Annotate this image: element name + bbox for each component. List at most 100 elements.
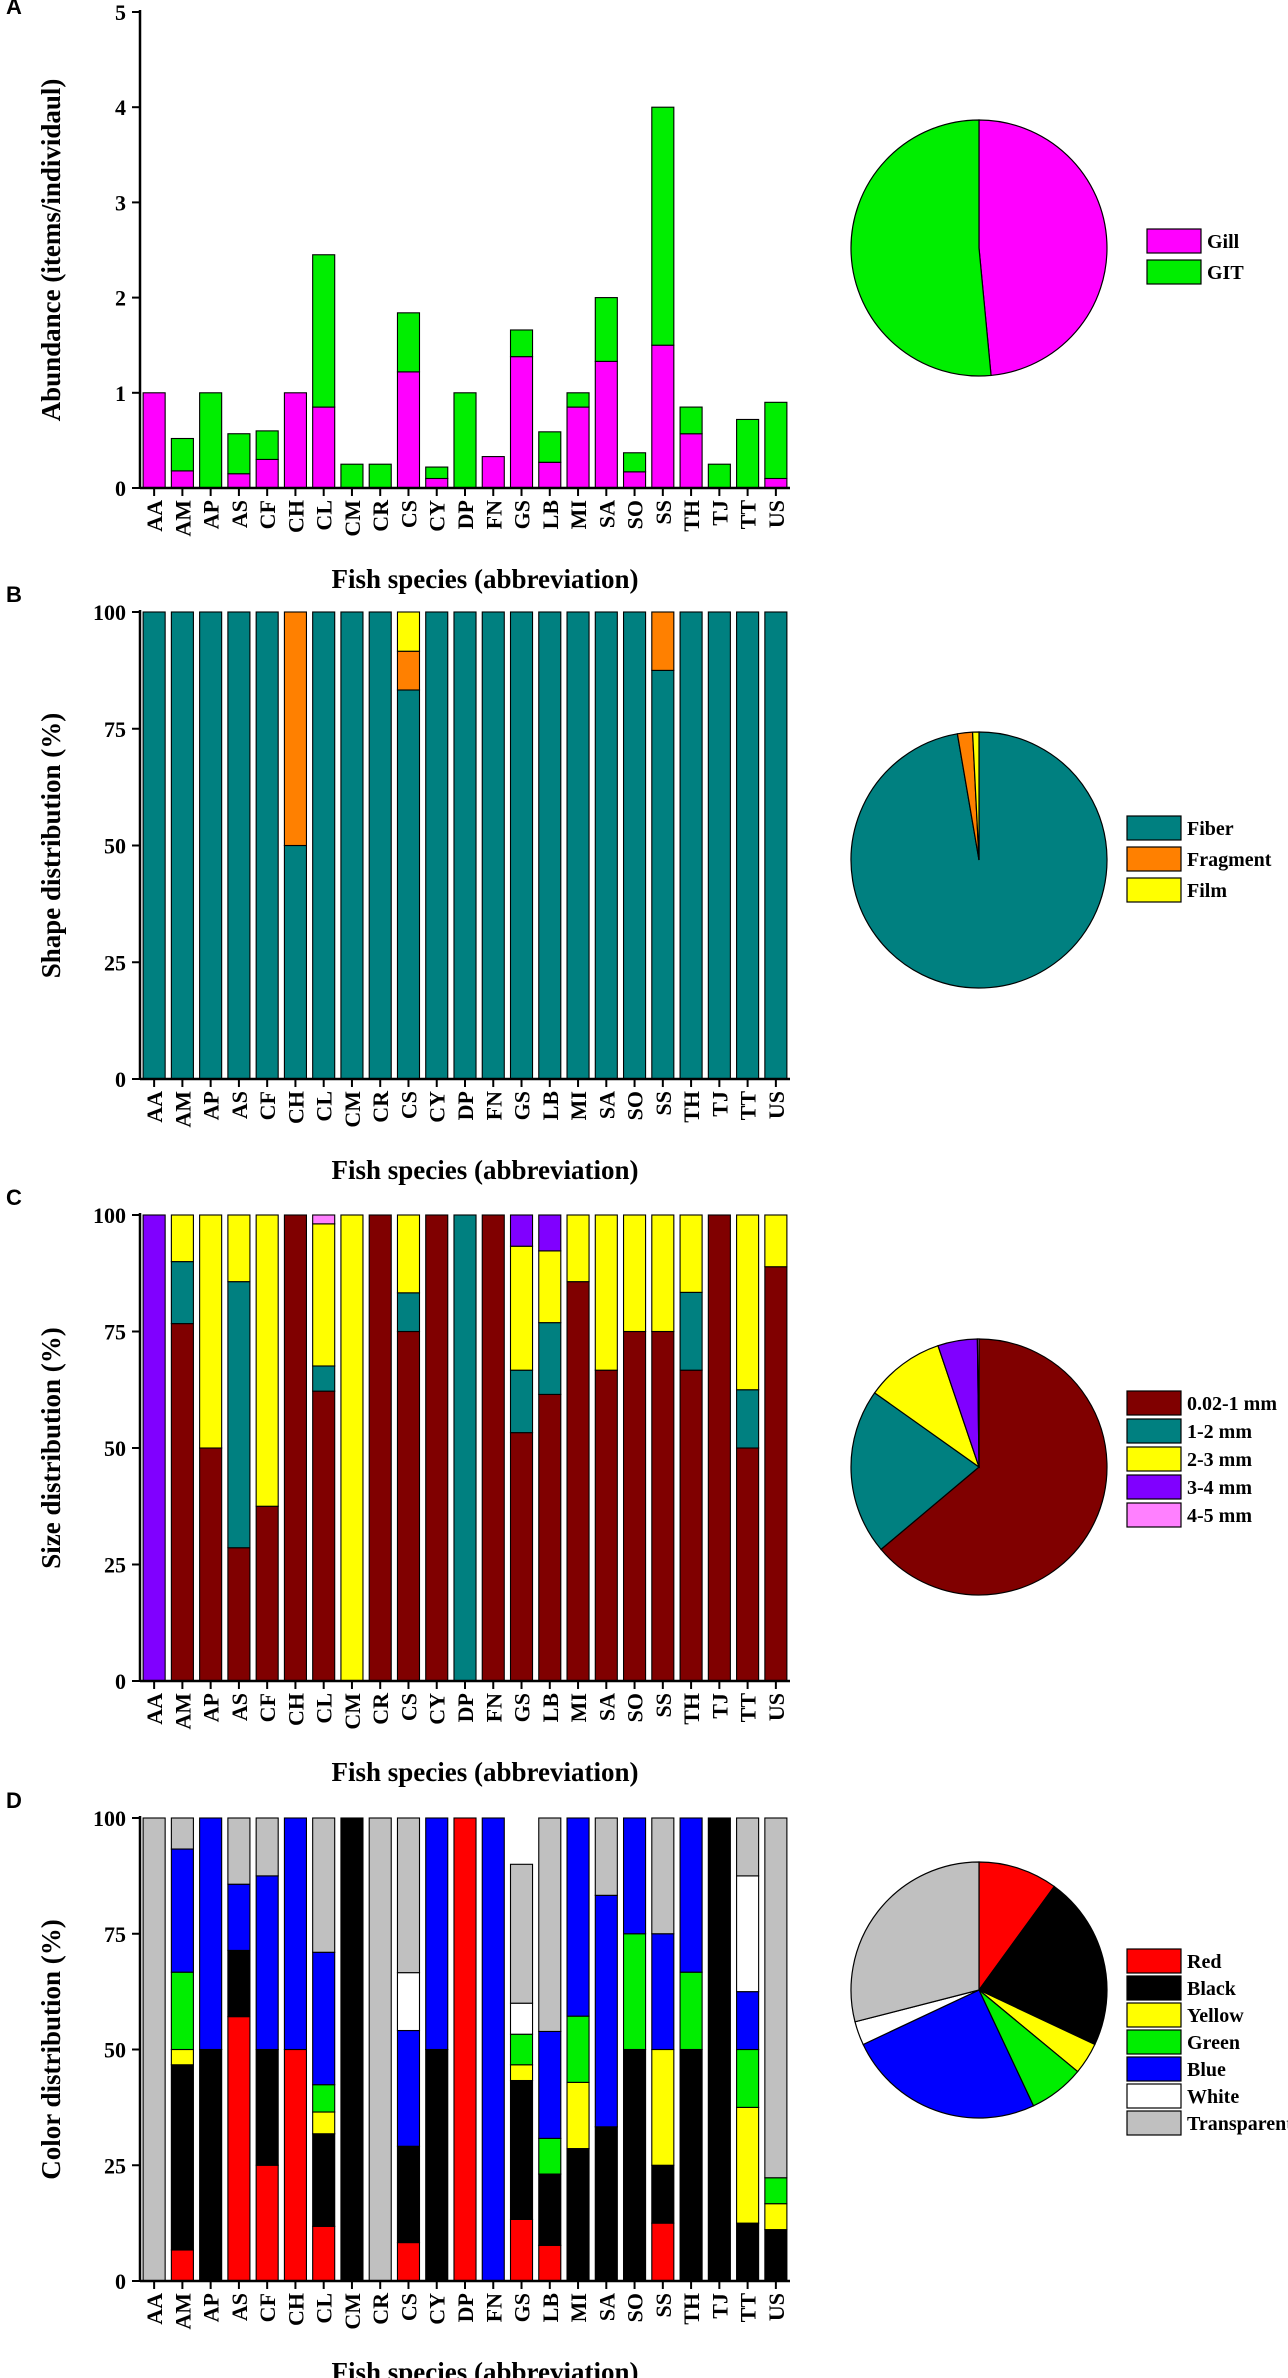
legend-swatch: [1126, 846, 1182, 872]
legend-swatch: [1126, 1975, 1182, 2001]
legend-label: Fiber: [1187, 818, 1234, 840]
bar-SA-fiber: [594, 611, 618, 1080]
legend-label: Green: [1187, 2032, 1240, 2054]
bar-DP-fiber: [453, 611, 477, 1080]
legend-label: Fragment: [1187, 849, 1272, 871]
legend-swatch: [1126, 815, 1182, 841]
bar-TH-blue: [679, 1817, 703, 1973]
bar-AM-git: [170, 437, 194, 472]
legend: Gill GIT: [1146, 228, 1244, 285]
bar-LB-gill: [538, 461, 562, 489]
x-tick-label: LB: [538, 1693, 563, 1723]
bar-AM-1-2-mm: [170, 1261, 194, 1325]
bar-TT-white: [736, 1875, 760, 1993]
bar-AS-0-02-1-mm: [227, 1547, 251, 1682]
legend-swatch: [1126, 2083, 1182, 2109]
bar-AM-2-3-mm: [170, 1214, 194, 1263]
bar-CL-gill: [312, 406, 336, 489]
bar-CH-gill: [283, 392, 308, 489]
bar-LB-transparent: [538, 1817, 562, 2032]
x-tick-label: TH: [679, 1693, 704, 1725]
x-tick-label: CM: [340, 1091, 365, 1128]
bar-CY-fiber: [425, 611, 449, 1080]
bar-TT-yellow: [736, 2106, 760, 2224]
bar-CF-black: [255, 2048, 279, 2166]
legend-swatch: [1126, 1418, 1182, 1444]
x-tick-label: CF: [255, 1693, 280, 1722]
legend-label: Gill: [1207, 231, 1240, 253]
bar-US-gill: [764, 477, 788, 489]
bar-US-fiber: [764, 611, 788, 1080]
bar-FN-fiber: [481, 611, 505, 1080]
bar-AS-transparent: [227, 1817, 251, 1885]
bar-AP-black: [199, 2048, 223, 2282]
bar-TT-2-3-mm: [736, 1214, 760, 1391]
bar-CF-blue: [255, 1875, 279, 2051]
x-tick-label: SO: [623, 500, 648, 529]
bar-SS-fiber: [651, 669, 675, 1080]
legend-label: 1-2 mm: [1187, 1421, 1252, 1443]
bar-GS-white: [509, 2002, 534, 2035]
legend-label: 3-4 mm: [1187, 1477, 1252, 1499]
bar-TH-git: [679, 406, 703, 435]
pie-slice-blue: [862, 1989, 1035, 2119]
bar-SS-yellow: [651, 2048, 675, 2166]
bar-US-2-3-mm: [764, 1214, 788, 1268]
bar-CF-0-02-1-mm: [255, 1505, 279, 1682]
y-tick-label: 100: [93, 1203, 126, 1228]
bar-CL-0-02-1-mm: [312, 1390, 336, 1682]
bar-SA-0-02-1-mm: [594, 1369, 618, 1682]
bar-CS-fiber: [396, 689, 421, 1080]
y-tick-label: 3: [115, 190, 126, 215]
x-axis-title: Fish species (abbreviation): [331, 564, 638, 594]
bar-CF-transparent: [255, 1817, 279, 1877]
bar-CS-transparent: [396, 1817, 421, 1974]
bar-CL-4-5-mm: [312, 1214, 336, 1225]
bar-GS-green: [509, 2033, 534, 2066]
x-tick-label: FN: [481, 500, 506, 529]
legend-swatch: [1126, 1390, 1182, 1416]
y-tick-label: 50: [104, 2038, 126, 2063]
bar-GS-red: [509, 2218, 534, 2282]
pie-slice-git: [850, 119, 992, 377]
panel-label: D: [6, 1788, 22, 1813]
x-tick-label: CF: [255, 500, 280, 529]
bar-CS-fragment: [396, 650, 421, 691]
y-tick-label: 100: [93, 1806, 126, 1831]
x-tick-label: AS: [227, 500, 252, 528]
x-tick-label: CY: [425, 1693, 450, 1725]
bar-SO-black: [622, 2048, 647, 2282]
bar-TH-1-2-mm: [679, 1291, 703, 1371]
bar-SS-git: [651, 106, 675, 346]
x-tick-label: MI: [566, 2293, 591, 2322]
bar-CS-blue: [396, 2029, 421, 2147]
bar-GS-gill: [509, 356, 534, 489]
legend: 0.02-1 mm 1-2 mm 2-3 mm 3-4 mm 4-5 mm: [1126, 1390, 1277, 1528]
x-tick-label: CL: [312, 500, 337, 531]
bar-FN-gill: [481, 456, 505, 489]
y-tick-label: 0: [115, 1067, 126, 1092]
x-tick-label: CL: [312, 2293, 337, 2324]
y-tick-label: 0: [115, 2269, 126, 2294]
bar-CL-fiber: [312, 611, 336, 1080]
legend-label: Red: [1187, 1951, 1221, 1973]
x-tick-label: CR: [368, 499, 393, 532]
x-tick-label: DP: [453, 2293, 478, 2322]
bar-SS-transparent: [651, 1817, 675, 1935]
bar-TT-git: [736, 418, 760, 489]
bar-AA-fiber: [142, 611, 166, 1080]
bar-TJ-fiber: [707, 611, 731, 1080]
legend: Red Black Yellow Green Blue White Transparent: [1126, 1948, 1288, 2136]
bar-SA-2-3-mm: [594, 1214, 618, 1371]
x-tick-label: LB: [538, 1091, 563, 1121]
bar-CL-green: [312, 2084, 336, 2113]
x-axis-title: Fish species (abbreviation): [331, 1155, 638, 1185]
legend-swatch: [1126, 2056, 1182, 2082]
bar-CH-fragment: [283, 611, 308, 847]
legend-label: GIT: [1207, 262, 1244, 284]
x-tick-label: LB: [538, 2293, 563, 2323]
bar-LB-red: [538, 2244, 562, 2282]
y-axis-title: Shape distribution (%): [36, 713, 66, 979]
